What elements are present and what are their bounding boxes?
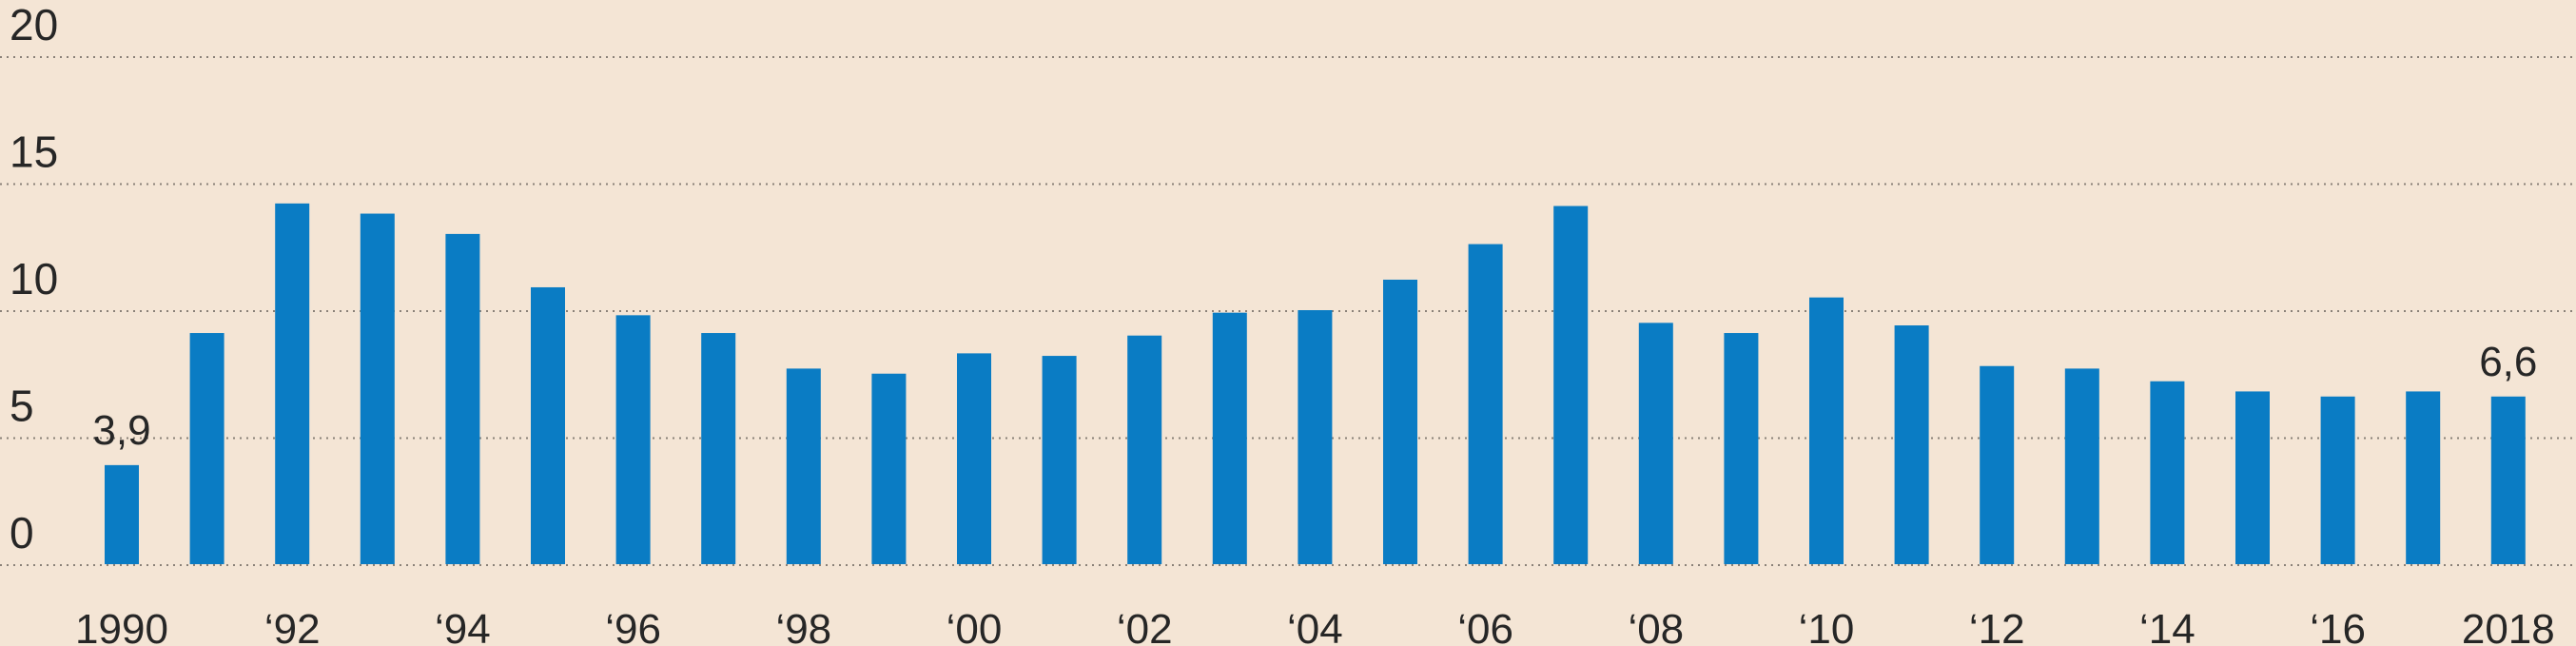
x-tick-label: 1990 xyxy=(75,606,168,646)
bar-2003 xyxy=(1212,312,1247,564)
bar-1993 xyxy=(360,213,395,565)
bar-2018 xyxy=(2490,396,2526,564)
bar-2017 xyxy=(2406,391,2441,564)
x-tick-label: ‘96 xyxy=(605,606,661,646)
bar-2006 xyxy=(1468,244,1503,564)
y-tick-label: 15 xyxy=(10,127,58,177)
bar-2000 xyxy=(957,353,991,564)
x-tick-label: ‘04 xyxy=(1287,606,1343,646)
bar-1990 xyxy=(105,464,139,564)
y-tick-label: 5 xyxy=(10,382,34,431)
bar-1998 xyxy=(786,368,821,564)
x-tick-label: ‘08 xyxy=(1628,606,1684,646)
x-tick-label: ‘12 xyxy=(1969,606,2025,646)
x-tick-label: 2018 xyxy=(2462,606,2555,646)
bar-2009 xyxy=(1724,333,1759,564)
bar-2007 xyxy=(1553,206,1589,564)
bar-2002 xyxy=(1127,335,1162,564)
x-tick-label: ‘16 xyxy=(2310,606,2366,646)
bar-2016 xyxy=(2320,396,2355,564)
x-tick-label: ‘98 xyxy=(775,606,831,646)
y-tick-label: 0 xyxy=(10,508,34,558)
bar-2015 xyxy=(2235,391,2270,564)
x-tick-label: ‘14 xyxy=(2139,606,2195,646)
y-tick-label: 10 xyxy=(10,254,58,303)
bar-2005 xyxy=(1383,279,1417,564)
bar-2014 xyxy=(2150,381,2185,564)
data-label: 3,9 xyxy=(92,407,150,454)
bar-2011 xyxy=(1894,325,1929,564)
data-label: 6,6 xyxy=(2479,339,2537,385)
y-tick-label: 20 xyxy=(10,0,58,49)
bar-2004 xyxy=(1298,310,1333,564)
bar-2001 xyxy=(1042,356,1077,564)
x-tick-label: ‘02 xyxy=(1117,606,1173,646)
x-tick-label: ‘00 xyxy=(946,606,1003,646)
bar-2008 xyxy=(1638,323,1673,564)
bar-1996 xyxy=(615,315,651,564)
bar-2013 xyxy=(2064,368,2099,564)
bar-1997 xyxy=(701,333,736,564)
bar-1992 xyxy=(275,203,310,565)
x-tick-label: ‘92 xyxy=(264,606,321,646)
bar-1995 xyxy=(531,286,565,564)
bar-2012 xyxy=(1980,365,2015,564)
bar-1991 xyxy=(189,333,224,564)
x-tick-label: ‘10 xyxy=(1799,606,1855,646)
bar-1994 xyxy=(445,233,480,564)
x-tick-label: ‘94 xyxy=(435,606,491,646)
bar-2010 xyxy=(1809,297,1844,564)
x-tick-label: ‘06 xyxy=(1457,606,1513,646)
bar-1999 xyxy=(871,373,907,564)
